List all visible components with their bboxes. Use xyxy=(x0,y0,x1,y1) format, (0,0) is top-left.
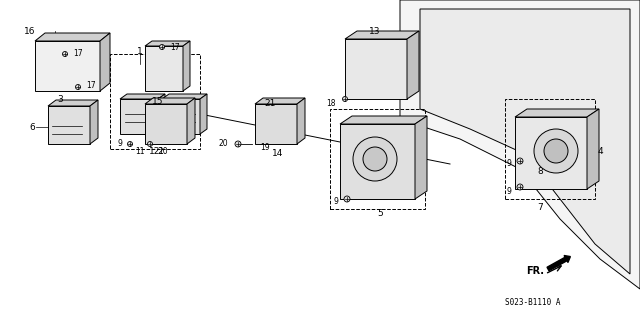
Text: 10: 10 xyxy=(158,147,168,157)
Text: 3: 3 xyxy=(57,94,63,103)
Circle shape xyxy=(63,51,67,56)
Ellipse shape xyxy=(361,73,369,78)
Polygon shape xyxy=(162,94,207,99)
Text: 11: 11 xyxy=(136,147,145,157)
Bar xyxy=(515,117,587,189)
Polygon shape xyxy=(158,94,165,134)
Text: 13: 13 xyxy=(369,26,381,35)
Polygon shape xyxy=(35,33,110,41)
Polygon shape xyxy=(415,116,427,199)
Text: 8: 8 xyxy=(537,167,543,175)
Circle shape xyxy=(353,137,397,181)
Text: 16: 16 xyxy=(24,26,35,35)
Bar xyxy=(56,124,76,133)
Bar xyxy=(145,104,187,144)
Text: 5: 5 xyxy=(377,210,383,219)
Bar xyxy=(35,41,100,91)
Bar xyxy=(170,118,192,128)
Circle shape xyxy=(76,85,81,90)
Ellipse shape xyxy=(381,73,389,78)
Text: 9: 9 xyxy=(117,139,122,149)
Circle shape xyxy=(235,141,241,147)
Bar xyxy=(345,39,407,99)
Bar xyxy=(128,118,150,128)
Text: 1: 1 xyxy=(137,47,143,56)
Text: 6: 6 xyxy=(29,122,35,131)
Text: 17: 17 xyxy=(86,81,95,91)
Polygon shape xyxy=(255,98,305,104)
Polygon shape xyxy=(345,31,419,39)
Text: 12: 12 xyxy=(149,146,161,155)
Text: 20: 20 xyxy=(218,139,228,149)
Text: 18: 18 xyxy=(326,100,336,108)
Bar xyxy=(330,109,425,209)
Bar xyxy=(110,54,200,149)
Ellipse shape xyxy=(381,86,389,92)
Ellipse shape xyxy=(381,61,389,65)
Circle shape xyxy=(544,139,568,163)
Polygon shape xyxy=(70,35,76,64)
Text: 9: 9 xyxy=(506,159,511,167)
FancyArrow shape xyxy=(547,256,570,271)
Text: S023-B1110 A: S023-B1110 A xyxy=(505,298,561,307)
Bar xyxy=(40,39,70,64)
Text: FR.: FR. xyxy=(526,266,544,276)
Bar xyxy=(150,116,178,136)
Circle shape xyxy=(344,196,350,202)
Ellipse shape xyxy=(361,86,369,92)
Polygon shape xyxy=(587,109,599,189)
Text: 21: 21 xyxy=(264,100,276,108)
Polygon shape xyxy=(100,33,110,91)
Text: 19: 19 xyxy=(260,143,269,152)
Polygon shape xyxy=(120,94,165,99)
Bar xyxy=(120,99,158,134)
Polygon shape xyxy=(297,98,305,144)
Bar xyxy=(340,124,415,199)
Bar xyxy=(48,106,90,144)
Polygon shape xyxy=(187,98,195,144)
Text: 14: 14 xyxy=(272,150,284,159)
Bar xyxy=(505,99,595,199)
Polygon shape xyxy=(90,100,98,144)
Polygon shape xyxy=(145,98,195,104)
Text: 17: 17 xyxy=(73,49,83,58)
Circle shape xyxy=(363,147,387,171)
Text: 7: 7 xyxy=(537,203,543,211)
Circle shape xyxy=(534,129,578,173)
Text: 9: 9 xyxy=(333,197,338,205)
Circle shape xyxy=(147,142,152,146)
Bar xyxy=(162,99,200,134)
Circle shape xyxy=(342,97,348,101)
Polygon shape xyxy=(145,41,190,46)
Polygon shape xyxy=(420,9,630,274)
Polygon shape xyxy=(340,116,427,124)
Polygon shape xyxy=(407,31,419,99)
Circle shape xyxy=(517,184,523,190)
Text: 17: 17 xyxy=(170,42,180,51)
Polygon shape xyxy=(40,35,76,39)
Circle shape xyxy=(159,44,164,49)
Polygon shape xyxy=(400,0,640,289)
Text: 4: 4 xyxy=(597,146,603,155)
Polygon shape xyxy=(183,41,190,91)
Text: 2: 2 xyxy=(157,147,163,157)
Polygon shape xyxy=(48,100,98,106)
Bar xyxy=(255,104,297,144)
Circle shape xyxy=(517,158,523,164)
Circle shape xyxy=(127,142,132,146)
Text: 9: 9 xyxy=(506,187,511,196)
Text: 15: 15 xyxy=(152,97,164,106)
Bar xyxy=(145,46,183,91)
Ellipse shape xyxy=(361,61,369,65)
Polygon shape xyxy=(515,109,599,117)
Polygon shape xyxy=(200,94,207,134)
Bar xyxy=(260,114,288,136)
